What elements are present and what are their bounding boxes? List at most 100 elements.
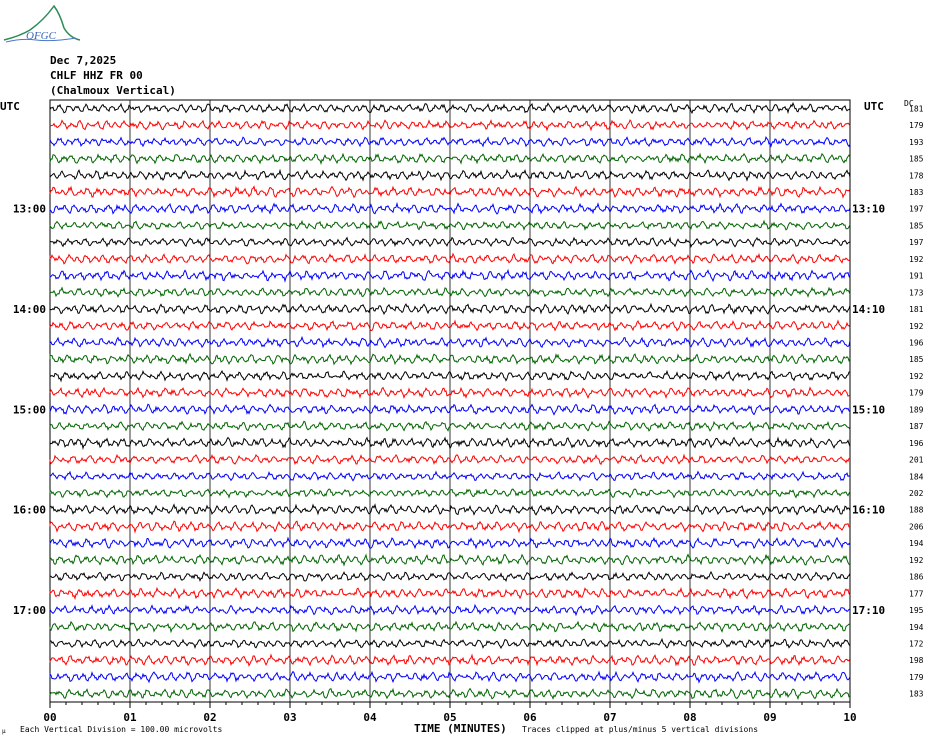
trace-28: [49, 553, 851, 567]
trace-36: [49, 687, 851, 701]
seismic-traces: [49, 101, 851, 701]
header-date: Dec 7,2025: [50, 54, 117, 67]
trace-20: [49, 420, 851, 432]
x-tick-label: 09: [763, 711, 776, 724]
dc-offset-label: 197: [909, 238, 924, 247]
trace-14: [49, 319, 851, 332]
axis-labels: 00 01 02 03 04 05 06 07 08 09 10 181 179 193 185 178 183…: [13, 104, 924, 724]
dc-offset-label: 188: [909, 506, 924, 515]
trace-1: [49, 101, 851, 115]
footer-clipping-note: Traces clipped at plus/minus 5 vertical …: [522, 725, 759, 734]
x-tick-label: 05: [443, 711, 456, 724]
right-hour-label: 16:10: [852, 504, 885, 517]
dc-offset-label: 183: [909, 690, 924, 699]
footer-division-note: Each Vertical Division = 100.00 microvol…: [20, 725, 223, 734]
time-grid: [49, 99, 851, 708]
x-tick-label: 06: [523, 711, 537, 724]
trace-12: [49, 286, 851, 298]
trace-10: [49, 252, 851, 265]
trace-27: [49, 536, 851, 550]
right-hour-label: 13:10: [852, 203, 885, 216]
dc-offset-label: 185: [909, 221, 924, 230]
trace-34: [49, 653, 851, 667]
dc-offset-label: 193: [909, 138, 924, 147]
header-location: (Chalmoux Vertical): [50, 84, 176, 97]
trace-33: [49, 637, 851, 650]
footer-corner-mark: µ: [2, 728, 6, 735]
dc-offset-label: 192: [909, 255, 924, 264]
dc-column-label: DC: [904, 99, 914, 108]
left-utc-label: UTC: [0, 100, 20, 113]
trace-8: [49, 219, 851, 231]
dc-offset-label: 183: [909, 188, 924, 197]
trace-19: [49, 403, 851, 416]
logo-wave-icon: [5, 37, 77, 43]
dc-offset-label: 179: [909, 121, 924, 130]
x-axis-title: TIME (MINUTES): [414, 722, 507, 735]
trace-22: [49, 453, 851, 466]
trace-25: [49, 503, 851, 516]
x-tick-label: 00: [43, 711, 56, 724]
dc-offset-label: 189: [909, 405, 924, 414]
right-hour-label: 17:10: [852, 604, 885, 617]
dc-offset-label: 192: [909, 372, 924, 381]
trace-15: [49, 335, 851, 349]
trace-7: [49, 201, 851, 215]
dc-offset-label: 173: [909, 288, 924, 297]
trace-4: [49, 152, 851, 166]
ofgc-logo: OFGC: [3, 4, 81, 43]
dc-offset-label: 186: [909, 573, 924, 582]
dc-offset-label: 178: [909, 171, 924, 180]
dc-offset-label: 177: [909, 589, 924, 598]
dc-offset-label: 196: [909, 339, 924, 348]
dc-offset-label: 195: [909, 606, 924, 615]
right-utc-label: UTC: [864, 100, 884, 113]
dc-offset-label: 192: [909, 322, 924, 331]
right-hour-label: 15:10: [852, 403, 885, 416]
trace-2: [49, 119, 851, 132]
trace-5: [49, 168, 851, 182]
dc-offset-label: 196: [909, 439, 924, 448]
trace-26: [49, 520, 851, 534]
trace-3: [49, 136, 851, 148]
trace-29: [49, 570, 851, 583]
dc-offset-label: 197: [909, 205, 924, 214]
dc-offset-label: 202: [909, 489, 924, 498]
trace-24: [49, 488, 851, 499]
x-tick-label: 03: [283, 711, 296, 724]
left-hour-label: 16:00: [13, 504, 46, 517]
dc-offset-label: 198: [909, 656, 924, 665]
trace-30: [49, 586, 851, 601]
dc-offset-label: 194: [909, 539, 924, 548]
trace-13: [49, 302, 851, 316]
trace-6: [49, 185, 851, 199]
dc-offset-label: 187: [909, 422, 924, 431]
dc-offset-label: 191: [909, 272, 924, 281]
trace-16: [49, 352, 851, 366]
dc-offset-label: 181: [909, 104, 924, 113]
dc-offset-label: 206: [909, 522, 924, 531]
x-tick-label: 04: [363, 711, 377, 724]
logo-text: OFGC: [26, 30, 57, 42]
left-hour-label: 14:00: [13, 303, 46, 316]
dc-offset-label: 194: [909, 623, 924, 632]
logo-mountain-icon: [3, 4, 81, 41]
dc-offset-label: 181: [909, 305, 924, 314]
dc-offset-label: 201: [909, 456, 924, 465]
dc-offset-label: 184: [909, 472, 924, 481]
x-tick-label: 01: [123, 711, 137, 724]
trace-18: [49, 386, 851, 400]
dc-offset-label: 172: [909, 640, 924, 649]
x-tick-label: 10: [843, 711, 856, 724]
trace-21: [49, 436, 851, 450]
right-hour-label: 14:10: [852, 303, 885, 316]
dc-offset-label: 179: [909, 389, 924, 398]
dc-offset-label: 179: [909, 673, 924, 682]
trace-11: [49, 268, 851, 283]
left-hour-label: 17:00: [13, 604, 46, 617]
dc-offset-label: 192: [909, 556, 924, 565]
dc-offset-label: 185: [909, 155, 924, 164]
x-tick-label: 02: [203, 711, 216, 724]
trace-9: [49, 236, 851, 248]
